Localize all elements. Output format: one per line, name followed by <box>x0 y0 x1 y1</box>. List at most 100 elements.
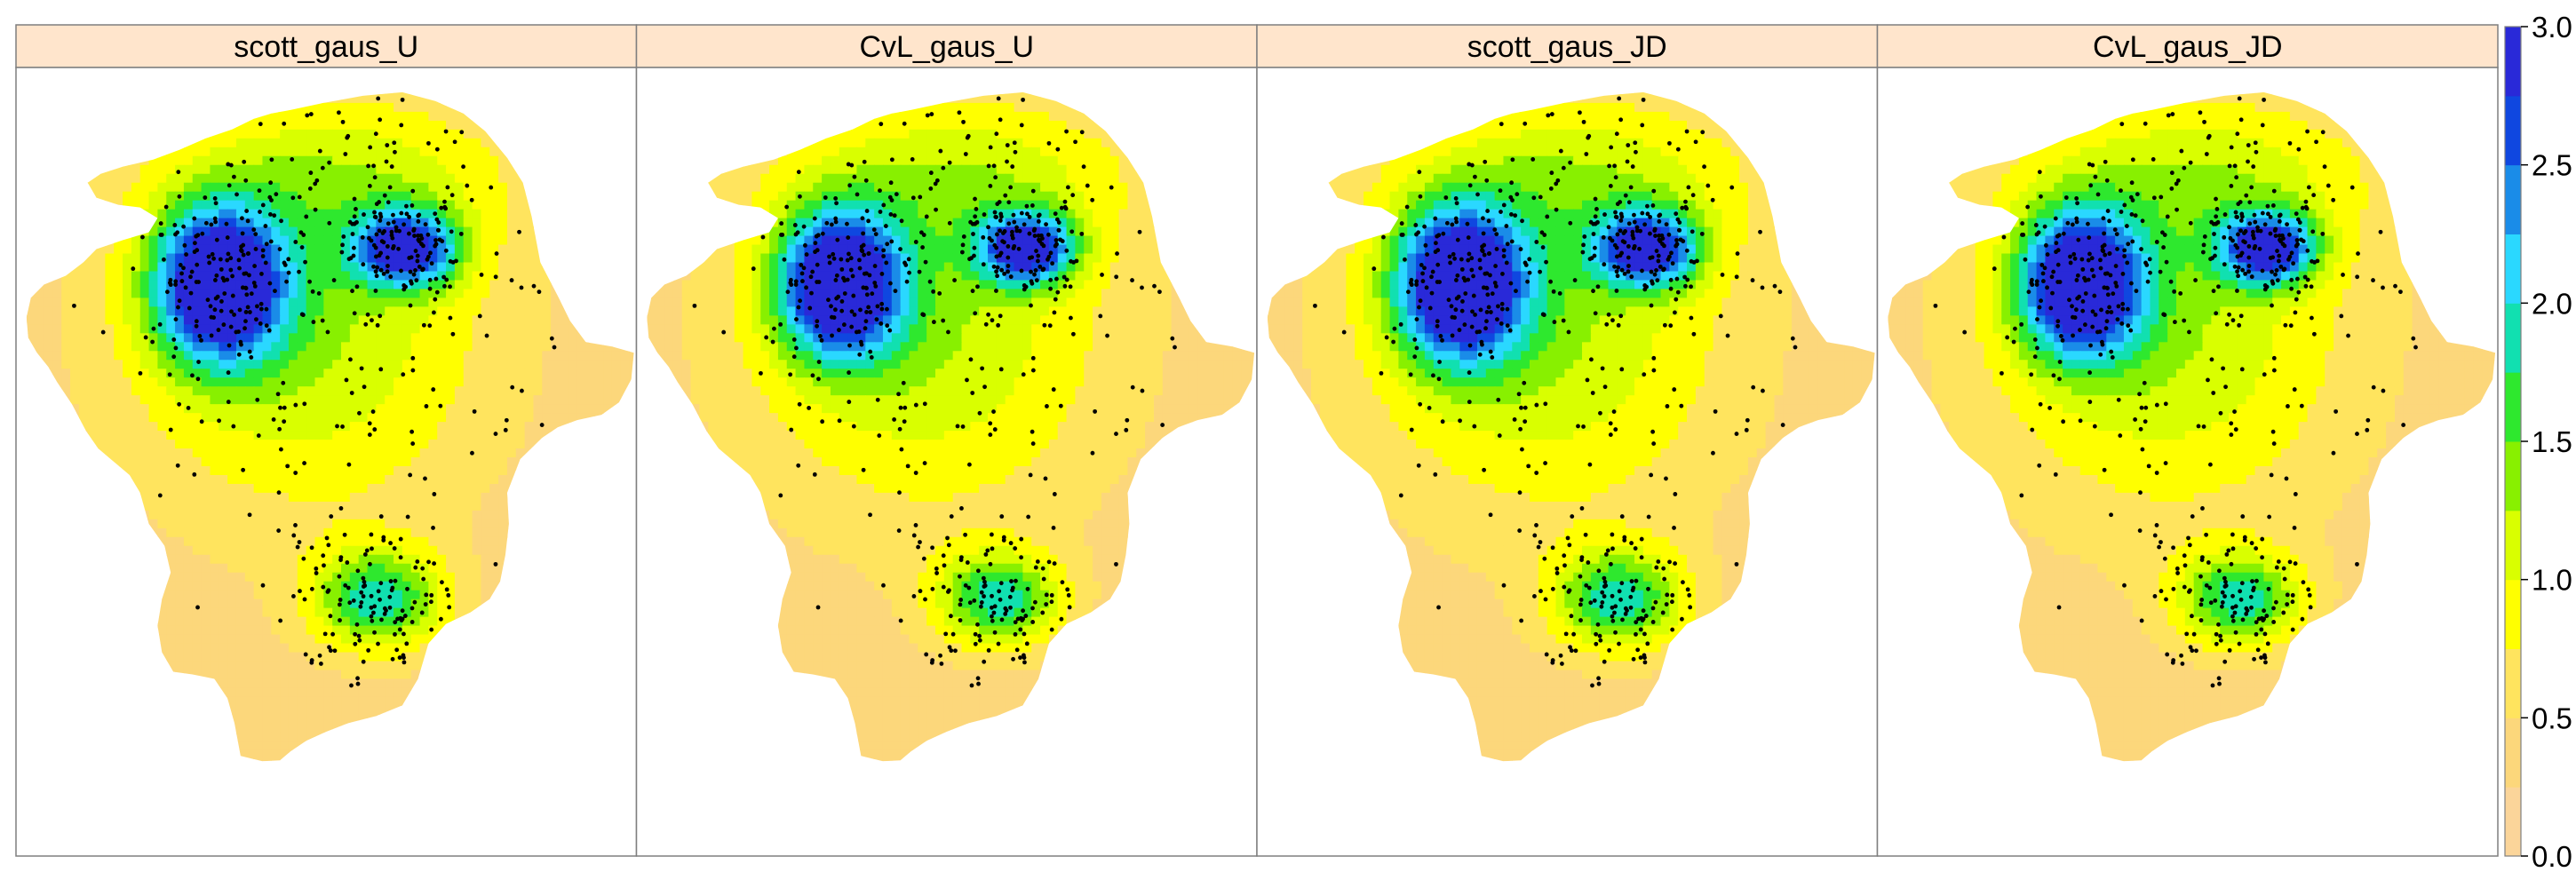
density-cell <box>332 164 342 175</box>
density-cell <box>349 422 360 432</box>
density-cell <box>506 324 517 334</box>
density-cell <box>219 209 228 219</box>
density-cell <box>454 563 465 574</box>
density-cell <box>358 93 369 104</box>
density-cell <box>306 536 316 547</box>
density-cell <box>210 404 219 414</box>
density-cell <box>139 448 150 458</box>
density-cell <box>271 253 281 264</box>
density-cell <box>70 386 80 396</box>
density-cell <box>515 262 526 273</box>
density-cell <box>87 271 98 281</box>
density-cell <box>235 696 246 706</box>
density-cell <box>506 404 517 414</box>
density-cell <box>210 226 219 237</box>
density-cell <box>506 315 517 325</box>
density-cell <box>280 218 290 228</box>
density-cell <box>297 324 307 334</box>
density-cell <box>96 173 106 184</box>
density-cell <box>235 253 246 264</box>
density-cell <box>253 280 264 290</box>
density-cell <box>394 590 403 600</box>
density-cell <box>183 581 194 591</box>
density-cell <box>428 545 438 556</box>
density-cell <box>551 351 561 361</box>
density-cell <box>358 147 369 157</box>
density-cell <box>306 634 316 645</box>
density-cell <box>323 670 333 680</box>
density-cell <box>297 696 307 706</box>
density-cell <box>472 360 482 369</box>
density-cell <box>314 581 324 591</box>
density-cell <box>288 599 298 609</box>
density-cell <box>192 200 203 210</box>
density-cell <box>385 643 394 654</box>
density-cell <box>437 271 447 281</box>
density-cell <box>297 448 307 458</box>
density-cell <box>428 120 438 131</box>
density-cell <box>123 200 132 210</box>
density-cell <box>297 440 307 449</box>
density-cell <box>515 253 526 264</box>
density-cell <box>157 351 167 361</box>
density-cell <box>288 607 298 618</box>
density-cell <box>271 342 281 352</box>
density-cell <box>367 120 377 131</box>
density-cell <box>402 226 412 237</box>
density-cell <box>358 360 369 369</box>
density-cell <box>123 422 132 432</box>
density-cell <box>367 687 377 698</box>
density-cell <box>271 324 281 334</box>
density-cell <box>332 111 342 122</box>
density-cell <box>183 448 194 458</box>
density-cell <box>341 519 351 529</box>
density-cell <box>192 191 203 202</box>
density-cell <box>394 448 403 458</box>
density-cell <box>585 386 595 396</box>
density-cell <box>358 351 369 361</box>
density-cell <box>192 342 203 352</box>
density-cell <box>166 492 176 503</box>
density-cell <box>489 280 499 290</box>
density-cell <box>175 510 185 520</box>
density-cell <box>280 474 290 485</box>
density-cell <box>349 377 360 387</box>
density-cell <box>498 465 508 476</box>
density-cell <box>385 351 394 361</box>
density-cell <box>192 226 203 237</box>
density-cell <box>244 554 255 565</box>
density-cell <box>219 545 228 556</box>
density-cell <box>148 191 158 202</box>
density-cell <box>183 235 194 246</box>
density-cell <box>515 289 526 299</box>
density-cell <box>227 616 237 627</box>
density-cell <box>428 226 438 237</box>
density-cell <box>394 572 403 583</box>
density-cell <box>70 404 80 414</box>
density-cell <box>157 342 167 352</box>
density-cell <box>280 333 290 343</box>
density-cell <box>437 138 447 148</box>
density-cell <box>533 280 543 290</box>
density-cell <box>611 360 622 369</box>
density-cell <box>157 306 167 316</box>
density-cell <box>332 413 342 423</box>
density-cell <box>52 360 62 369</box>
density-cell <box>192 457 203 467</box>
density-cell <box>280 324 290 334</box>
density-cell <box>454 111 465 122</box>
density-cell <box>227 218 237 228</box>
density-cell <box>394 395 403 405</box>
density-cell <box>105 324 115 334</box>
density-cell <box>385 147 394 157</box>
density-cell <box>394 324 403 334</box>
density-cell <box>235 342 246 352</box>
density-cell <box>481 244 490 255</box>
density-cell <box>96 351 106 361</box>
density-cell <box>402 616 412 627</box>
density-cell <box>376 138 386 148</box>
density-cell <box>410 465 421 476</box>
density-cell <box>114 448 123 458</box>
density-cell <box>253 155 264 166</box>
density-cell <box>219 297 228 307</box>
